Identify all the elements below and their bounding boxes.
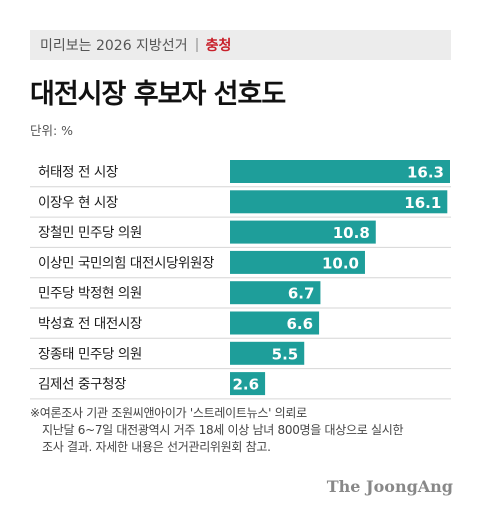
bar — [230, 341, 305, 365]
series-banner: 미리보는 2026 지방선거 충청 — [30, 30, 451, 60]
category-label: 장종태 민주당 의원 — [38, 346, 142, 362]
value-label: 10.0 — [322, 254, 359, 272]
footnote-line-1: ※여론조사 기관 조원씨앤아이가 '스트레이트뉴스' 의뢰로 — [30, 406, 307, 420]
bar-chart: 허태정 전 시장 16.3 이장우 현 시장 16.1 장철민 민주당 의원 10.8 이상… — [30, 160, 451, 400]
category-label: 이장우 현 시장 — [38, 195, 118, 211]
category-label: 이상민 국민의힘 대전시당위원장 — [38, 255, 214, 271]
category-label: 민주당 박정현 의원 — [38, 286, 142, 302]
value-label: 6.6 — [287, 315, 314, 333]
value-label: 2.6 — [233, 376, 260, 394]
footnote-line-2: 지난달 6~7일 대전광역시 거주 18세 이상 남녀 800명을 대상으로 실… — [42, 423, 404, 437]
value-label: 6.7 — [288, 285, 315, 303]
unit-label: 단위: % — [30, 123, 74, 138]
category-label: 장철민 민주당 의원 — [38, 225, 142, 241]
value-label: 16.3 — [407, 164, 444, 182]
value-label: 10.8 — [333, 224, 370, 242]
series-label: 미리보는 2026 지방선거 — [40, 38, 188, 54]
bar — [230, 160, 450, 183]
value-label: 5.5 — [272, 345, 299, 363]
bar — [230, 250, 365, 274]
footnote: ※여론조사 기관 조원씨앤아이가 '스트레이트뉴스' 의뢰로 지난달 6~7일 … — [30, 405, 460, 456]
region-label: 충청 — [205, 38, 232, 54]
category-label: 박성효 전 대전시장 — [38, 316, 142, 332]
value-label: 16.1 — [404, 194, 441, 212]
category-label: 허태정 전 시장 — [38, 165, 118, 181]
bar — [230, 190, 448, 214]
bar — [230, 372, 266, 396]
category-label: 김제선 중구청장 — [38, 377, 126, 393]
bar — [230, 220, 376, 244]
footnote-line-3: 조사 결과. 자세한 내용은 선거관리위원회 참고. — [42, 440, 271, 454]
chart-title: 대전시장 후보자 선호도 — [30, 79, 286, 110]
banner-divider — [195, 38, 198, 52]
publisher-logo: The JoongAng — [326, 477, 453, 496]
bar — [230, 281, 321, 305]
bar — [230, 311, 320, 335]
